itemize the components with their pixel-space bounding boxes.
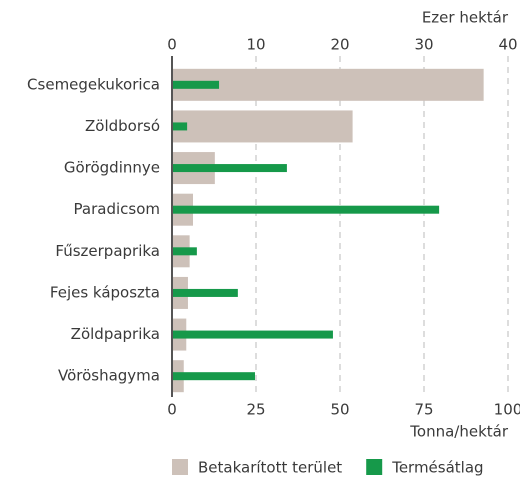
x2-tick-label: 0 xyxy=(167,36,177,54)
y-tick-label: Paradicsom xyxy=(74,200,160,218)
x2-axis-title: Ezer hektár xyxy=(422,9,509,27)
legend-label: Betakarított terület xyxy=(198,459,342,477)
x-tick-label: 100 xyxy=(494,401,520,419)
x2-tick-label: 30 xyxy=(414,36,433,54)
x-axis-title: Tonna/hektár xyxy=(409,423,509,441)
bar xyxy=(172,247,197,256)
bar xyxy=(172,122,188,131)
y-tick-label: Görögdinnye xyxy=(64,159,160,177)
x-tick-label: 50 xyxy=(330,401,349,419)
x2-tick-label: 20 xyxy=(330,36,349,54)
y-tick-label: Fűszerpaprika xyxy=(55,242,160,260)
y-tick-label: Csemegekukorica xyxy=(27,75,160,93)
bar xyxy=(172,205,440,214)
x-tick-label: 75 xyxy=(414,401,433,419)
x-tick-label: 0 xyxy=(167,401,177,419)
legend-swatch xyxy=(366,459,383,475)
y-tick-label: Zöldborsó xyxy=(85,117,160,135)
bar xyxy=(172,288,238,297)
x2-tick-label: 40 xyxy=(498,36,517,54)
y-tick-label: Vöröshagyma xyxy=(58,367,160,385)
bar xyxy=(172,110,353,143)
y-tick-label: Fejes káposzta xyxy=(50,283,160,301)
bar xyxy=(172,68,484,101)
x2-tick-label: 10 xyxy=(246,36,265,54)
legend-swatch xyxy=(172,459,188,475)
bar xyxy=(172,372,255,381)
legend-label: Termésátlag xyxy=(391,459,483,477)
bar xyxy=(172,330,333,339)
bar xyxy=(172,164,287,173)
bar xyxy=(172,80,220,89)
y-tick-label: Zöldpaprika xyxy=(71,325,160,343)
x-tick-label: 25 xyxy=(246,401,265,419)
